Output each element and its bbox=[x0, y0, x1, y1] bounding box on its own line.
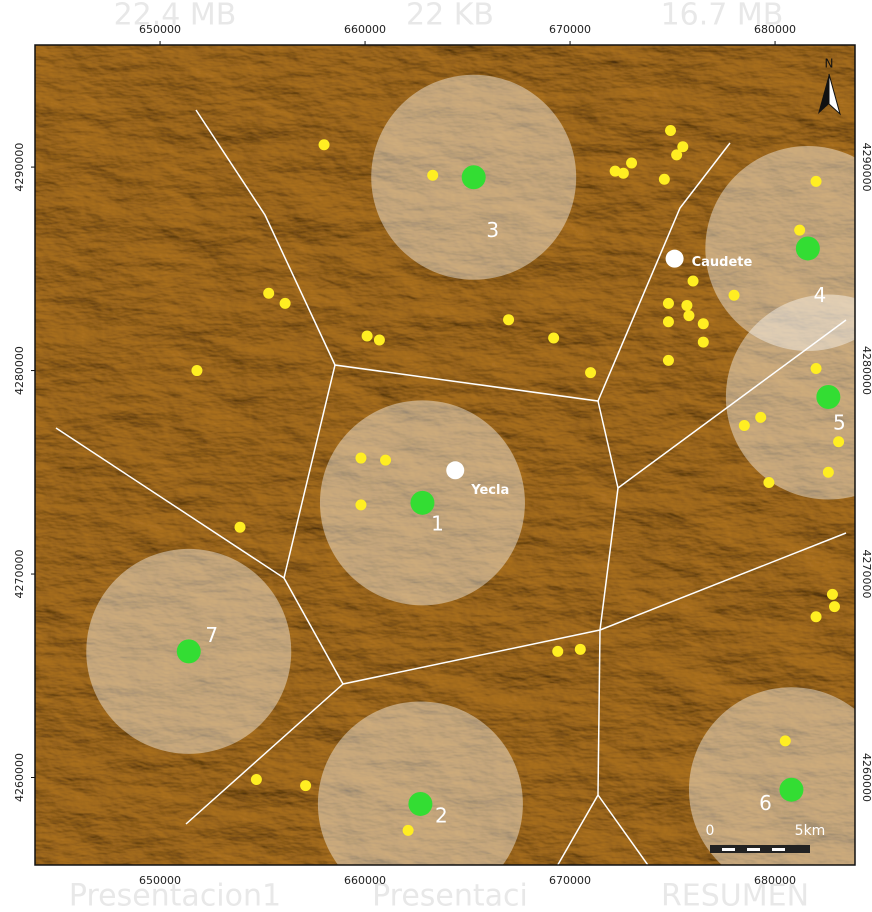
central-site bbox=[779, 778, 803, 802]
site-point bbox=[763, 477, 774, 488]
north-label: N bbox=[825, 57, 834, 71]
site-point bbox=[665, 125, 676, 136]
x-tick-label: 670000 bbox=[549, 23, 591, 36]
site-point bbox=[403, 825, 414, 836]
site-point bbox=[300, 780, 311, 791]
scale-bar-segment bbox=[772, 848, 785, 851]
site-point bbox=[355, 499, 366, 510]
y-tick-label: 4280000 bbox=[13, 346, 26, 395]
site-point bbox=[688, 276, 699, 287]
ghost-label: 22 KB bbox=[406, 0, 494, 33]
y-tick-label: 4260000 bbox=[13, 753, 26, 802]
site-point bbox=[811, 176, 822, 187]
x-tick-label: 680000 bbox=[754, 874, 796, 887]
site-label: 7 bbox=[205, 623, 218, 647]
central-site bbox=[462, 165, 486, 189]
site-label: 5 bbox=[833, 411, 846, 435]
site-point bbox=[319, 139, 330, 150]
y-tick-label: 4280000 bbox=[860, 346, 872, 395]
site-point bbox=[683, 310, 694, 321]
scale-label: 5km bbox=[795, 823, 826, 839]
site-point bbox=[663, 355, 674, 366]
site-point bbox=[626, 158, 637, 169]
site-point bbox=[191, 365, 202, 376]
site-label: 4 bbox=[813, 283, 826, 307]
site-point bbox=[671, 149, 682, 160]
site-point bbox=[698, 318, 709, 329]
site-point bbox=[280, 298, 291, 309]
site-point bbox=[663, 298, 674, 309]
site-point bbox=[585, 367, 596, 378]
site-point bbox=[575, 644, 586, 655]
site-point bbox=[739, 420, 750, 431]
ghost-label: Presentaci bbox=[372, 879, 528, 912]
x-tick-label: 650000 bbox=[139, 23, 181, 36]
x-tick-label: 670000 bbox=[549, 874, 591, 887]
site-point bbox=[663, 316, 674, 327]
scale-bar-segment bbox=[722, 848, 735, 851]
y-tick-label: 4270000 bbox=[860, 550, 872, 599]
site-point bbox=[755, 412, 766, 423]
y-tick-label: 4290000 bbox=[860, 143, 872, 192]
central-site bbox=[796, 236, 820, 260]
site-point bbox=[503, 314, 514, 325]
y-tick-label: 4290000 bbox=[13, 143, 26, 192]
site-point bbox=[380, 455, 391, 466]
site-point bbox=[794, 225, 805, 236]
site-point bbox=[251, 774, 262, 785]
town-label: Yecla bbox=[470, 483, 509, 498]
central-site bbox=[816, 385, 840, 409]
x-tick-label: 660000 bbox=[344, 23, 386, 36]
town bbox=[446, 461, 464, 479]
site-point bbox=[780, 735, 791, 746]
y-tick-label: 4260000 bbox=[860, 753, 872, 802]
x-tick-label: 660000 bbox=[344, 874, 386, 887]
site-label: 1 bbox=[431, 511, 444, 535]
site-point bbox=[355, 453, 366, 464]
site-point bbox=[829, 601, 840, 612]
site-point bbox=[374, 335, 385, 346]
map-figure: 22.4 MB 22 KB 16.7 MB Presentacion1 Pres… bbox=[0, 0, 872, 912]
site-point bbox=[681, 300, 692, 311]
site-label: 3 bbox=[486, 218, 499, 242]
site-point bbox=[362, 330, 373, 341]
central-site bbox=[408, 792, 432, 816]
y-tick-label: 4270000 bbox=[13, 550, 26, 599]
site-point bbox=[552, 646, 563, 657]
site-label: 6 bbox=[759, 791, 772, 815]
site-point bbox=[659, 174, 670, 185]
x-tick-label: 650000 bbox=[139, 874, 181, 887]
town bbox=[666, 250, 684, 268]
site-point bbox=[548, 333, 559, 344]
site-point bbox=[833, 436, 844, 447]
site-point bbox=[235, 522, 246, 533]
site-point bbox=[811, 363, 822, 374]
scale-bar-segment bbox=[747, 848, 760, 851]
scale-label: 0 bbox=[706, 823, 715, 839]
site-point bbox=[618, 168, 629, 179]
site-label: 2 bbox=[435, 803, 448, 827]
town-label: Caudete bbox=[692, 255, 753, 270]
site-point bbox=[263, 288, 274, 299]
x-tick-label: 680000 bbox=[754, 23, 796, 36]
site-point bbox=[827, 589, 838, 600]
site-point bbox=[811, 611, 822, 622]
site-point bbox=[698, 337, 709, 348]
site-point bbox=[427, 170, 438, 181]
central-site bbox=[177, 639, 201, 663]
site-point bbox=[729, 290, 740, 301]
site-point bbox=[823, 467, 834, 478]
